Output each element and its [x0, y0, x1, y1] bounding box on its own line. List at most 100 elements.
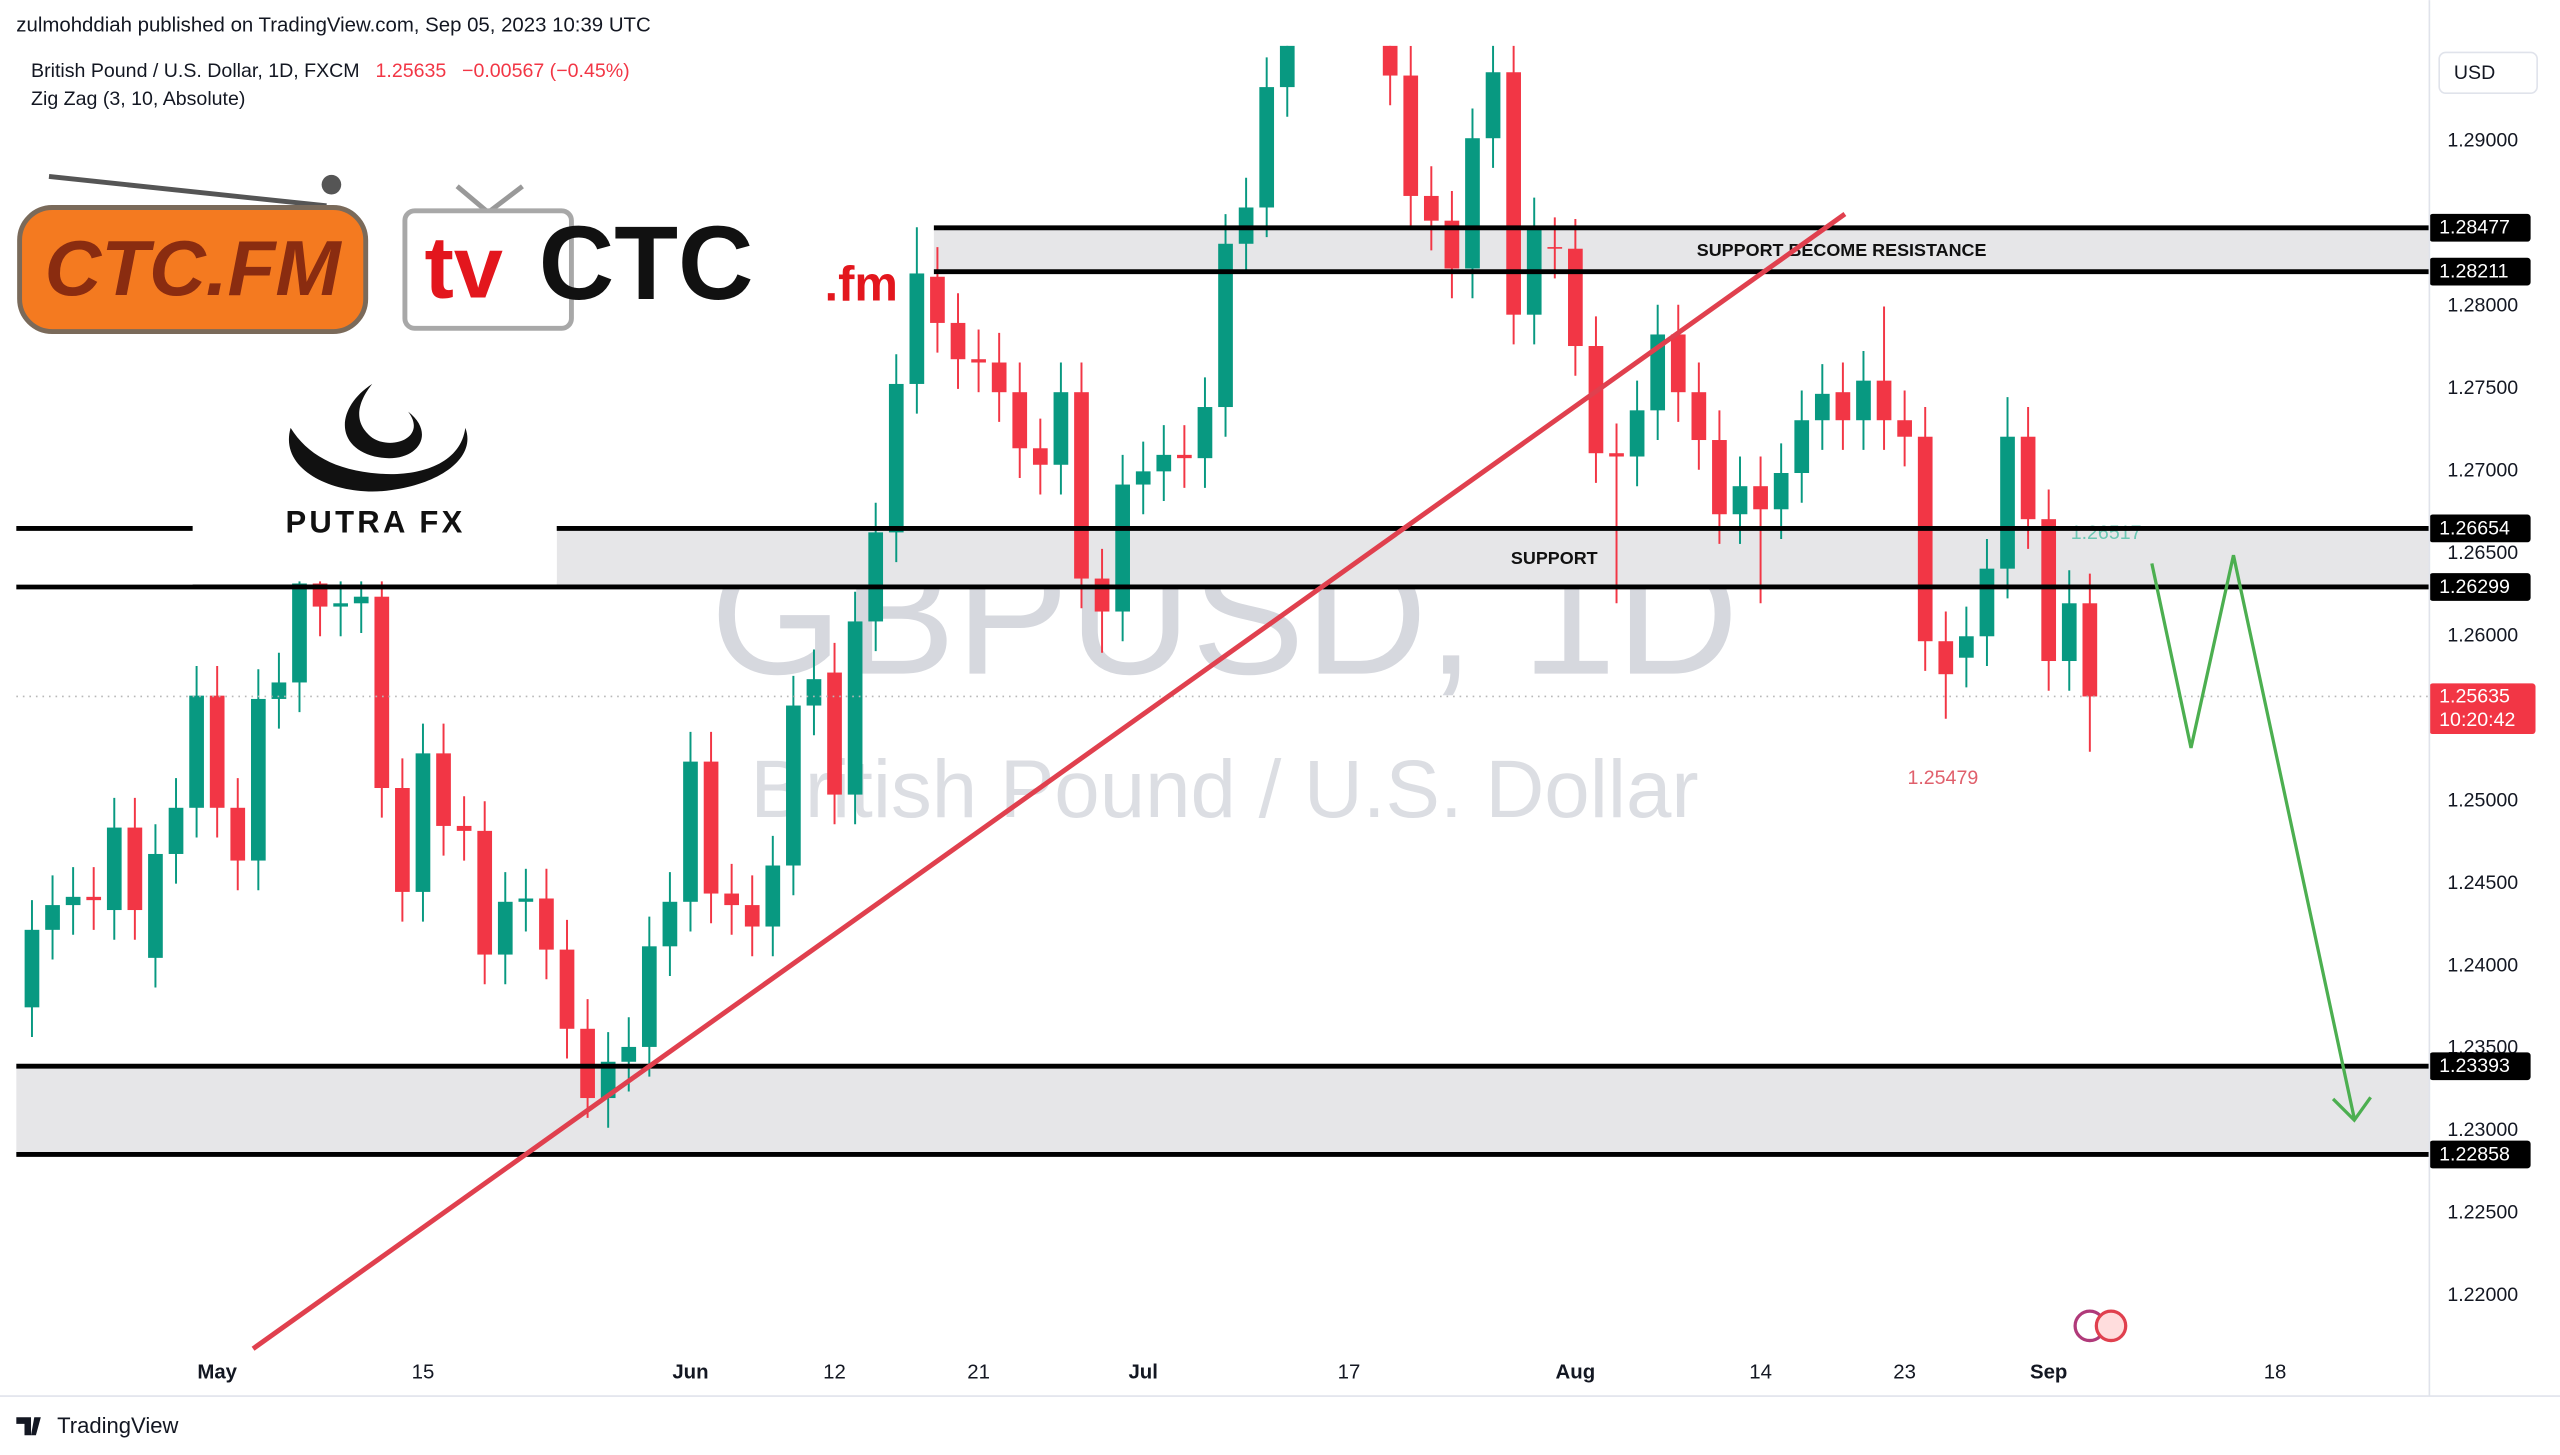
level-axis-label: 1.26299: [2439, 576, 2510, 598]
x-tick-label: 21: [967, 1362, 990, 1384]
candle-body: [1876, 380, 1892, 421]
x-tick-label: 18: [2264, 1362, 2287, 1384]
level-axis-label: 1.22858: [2439, 1143, 2510, 1165]
x-tick-label: 14: [1749, 1362, 1772, 1384]
candles: [24, 45, 2098, 1128]
candle-body: [497, 901, 513, 955]
y-tick-label: 1.26000: [2447, 624, 2518, 646]
candle-body: [1691, 392, 1707, 441]
candle-body: [1053, 392, 1069, 465]
currency[interactable]: USD: [2454, 62, 2495, 84]
ctc-logo: [17, 205, 369, 335]
candle-body: [600, 1061, 616, 1099]
candle-body: [1917, 436, 1933, 642]
candle-body: [2041, 519, 2057, 662]
tv-logo-ctc: CTC: [539, 205, 754, 322]
candle-body: [415, 753, 431, 892]
level-axis-box: [2429, 257, 2531, 286]
candle-body: [189, 695, 204, 808]
candle-body: [148, 853, 163, 958]
y-tick-label: 1.22000: [2447, 1284, 2518, 1306]
candle-body: [1609, 453, 1624, 457]
candle-body: [1259, 87, 1275, 208]
candle-body: [456, 825, 472, 831]
published: zulmohddiah published on TradingView.com…: [16, 15, 650, 37]
candle-body: [1156, 454, 1172, 472]
last-price-label: 1.25635: [2439, 685, 2510, 707]
candle-body: [1814, 393, 1830, 421]
candle-body: [744, 905, 760, 927]
candle-body: [991, 362, 1007, 393]
candle-body: [106, 827, 122, 911]
candle-body: [1197, 407, 1213, 459]
candle-body: [909, 273, 925, 384]
legend-last: 1.25635: [376, 60, 447, 82]
trendline: [251, 212, 1847, 1351]
countdown: 10:20:42: [2439, 709, 2515, 731]
candle-body: [86, 896, 102, 901]
zigzag-label: 1.26517: [2071, 522, 2142, 544]
zone: [933, 227, 2430, 272]
x-tick-label: 12: [823, 1362, 846, 1384]
candle-body: [888, 383, 904, 533]
putra-swirl: [288, 427, 468, 492]
candle-body: [847, 621, 863, 795]
indicator: Zig Zag (3, 10, Absolute): [31, 88, 245, 110]
candle-body: [580, 1028, 595, 1099]
candle-body: [1012, 392, 1028, 449]
logo-box: [192, 334, 557, 582]
currency-button[interactable]: [2438, 51, 2538, 95]
candle-body: [292, 583, 307, 683]
x-tick-label: May: [197, 1362, 237, 1384]
candle-body: [518, 898, 534, 902]
level-axis-label: 1.28211: [2439, 261, 2508, 283]
candle-body: [1547, 247, 1563, 249]
x-tick-label: 15: [412, 1362, 435, 1384]
candle-body: [930, 276, 945, 323]
y-tick-label: 1.27000: [2447, 460, 2518, 482]
overlay: CTC.FM tv CTC .fm PUTRA FX: [0, 0, 2560, 1397]
candle-body: [703, 761, 719, 894]
candle-body: [395, 788, 410, 892]
watermark-name: British Pound / U.S. Dollar: [750, 744, 1698, 835]
tv-logo-tv: tv: [424, 218, 502, 317]
projection-arrow: [2150, 554, 2356, 1119]
zigzag-label: 1.25479: [1907, 767, 1978, 789]
zone-label: SUPPORT: [1511, 548, 1598, 568]
candle-body: [765, 865, 781, 927]
candle-body: [1506, 72, 1521, 315]
candle-body: [2000, 436, 2015, 569]
candle-body: [1938, 641, 1954, 675]
putra-logo-text: PUTRA FX: [285, 504, 465, 539]
candle-body: [1279, 45, 1295, 88]
candle-body: [24, 929, 40, 1008]
candle-body: [1670, 334, 1686, 393]
candle-body: [950, 322, 966, 360]
candle-body: [1485, 72, 1501, 139]
candle-body: [1979, 568, 1995, 637]
icon: [2094, 1309, 2128, 1343]
zone: [556, 528, 2430, 587]
candle-body: [641, 946, 657, 1047]
level-axis-box: [2429, 1140, 2531, 1169]
logo-box: [16, 532, 193, 585]
tv-logo-fm: .fm: [824, 257, 897, 311]
candle-body: [250, 698, 266, 861]
tv-logo-frame: [402, 208, 574, 331]
y-tick-label: 1.24500: [2447, 872, 2518, 894]
putra-swirl: [344, 383, 422, 459]
legend-symbol: British Pound / U.S. Dollar, 1D, FXCM: [31, 60, 360, 82]
candle-body: [1712, 440, 1727, 515]
candle-body: [1568, 248, 1583, 347]
candle-body: [333, 603, 348, 607]
candle-body: [209, 695, 225, 808]
candle-body: [1753, 486, 1768, 510]
candle-body: [1094, 578, 1110, 612]
candle-body: [1773, 473, 1789, 510]
candle-body: [353, 596, 369, 604]
candle-body: [1588, 346, 1604, 454]
last-price-box: [2429, 683, 2536, 735]
level-axis-box: [2429, 514, 2531, 543]
